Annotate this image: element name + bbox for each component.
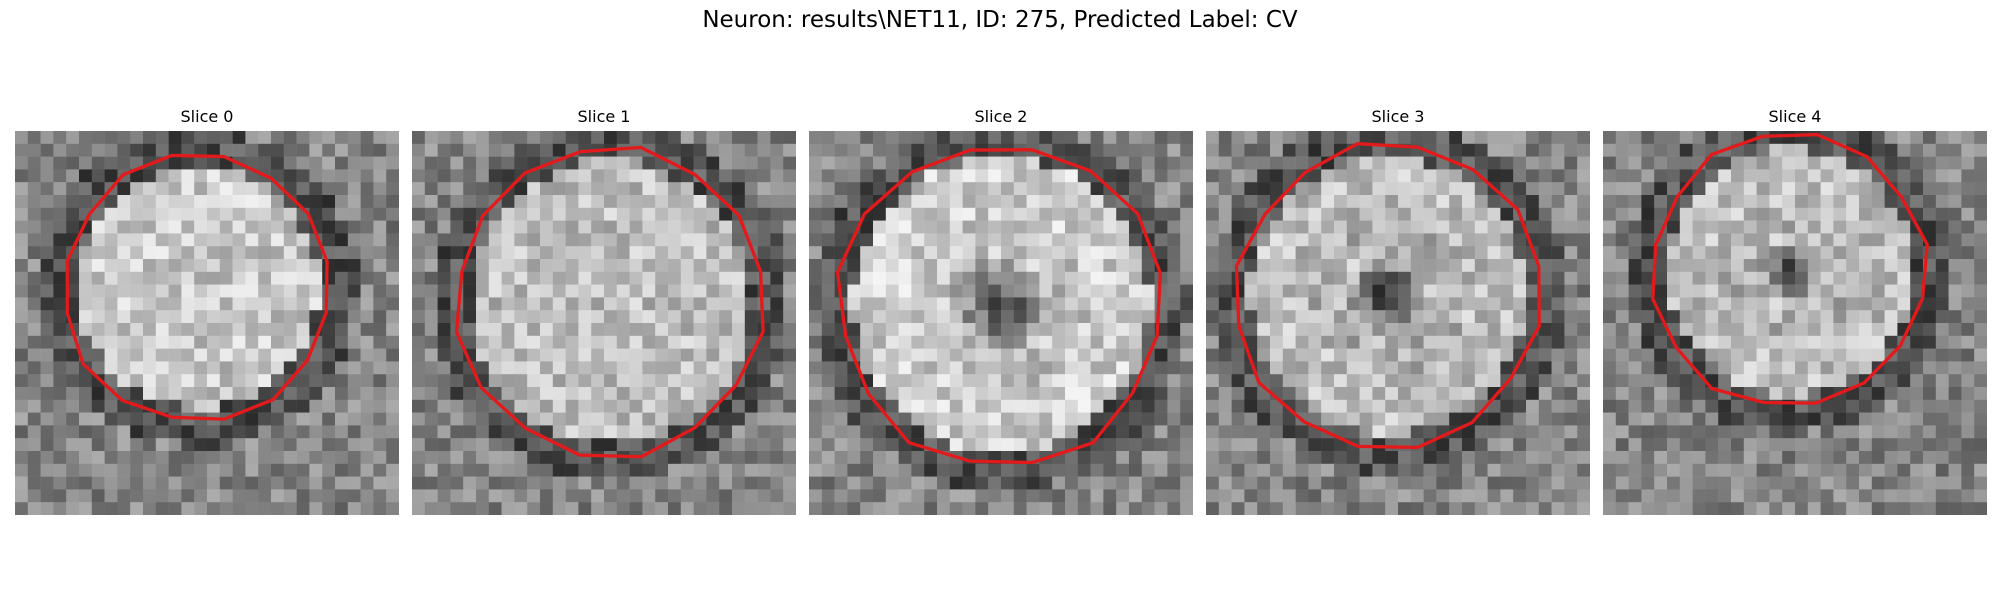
slice-image-4: [1603, 131, 1987, 515]
figure-title: Neuron: results\NET11, ID: 275, Predicte…: [702, 7, 1298, 33]
slice-panel-0: Slice 0: [15, 107, 399, 515]
slice-title-4: Slice 4: [1768, 107, 1822, 126]
segmentation-contour: [835, 148, 1163, 465]
slice-panel-1: Slice 1: [412, 107, 796, 515]
segmentation-contour: [454, 145, 765, 459]
segmentation-contour: [1651, 132, 1929, 405]
slice-image-3: [1206, 131, 1590, 515]
slice-panel-4: Slice 4: [1603, 107, 1987, 515]
slice-panel-2: Slice 2: [809, 107, 1193, 515]
slice-title-1: Slice 1: [577, 107, 631, 126]
slice-title-3: Slice 3: [1371, 107, 1425, 126]
segmentation-contour: [65, 153, 329, 421]
slice-image-2: [809, 131, 1193, 515]
slice-title-0: Slice 0: [180, 107, 234, 126]
slice-title-2: Slice 2: [974, 107, 1028, 126]
slice-panel-3: Slice 3: [1206, 107, 1590, 515]
slice-image-0: [15, 131, 399, 515]
segmentation-contour: [1234, 142, 1541, 450]
slice-image-1: [412, 131, 796, 515]
